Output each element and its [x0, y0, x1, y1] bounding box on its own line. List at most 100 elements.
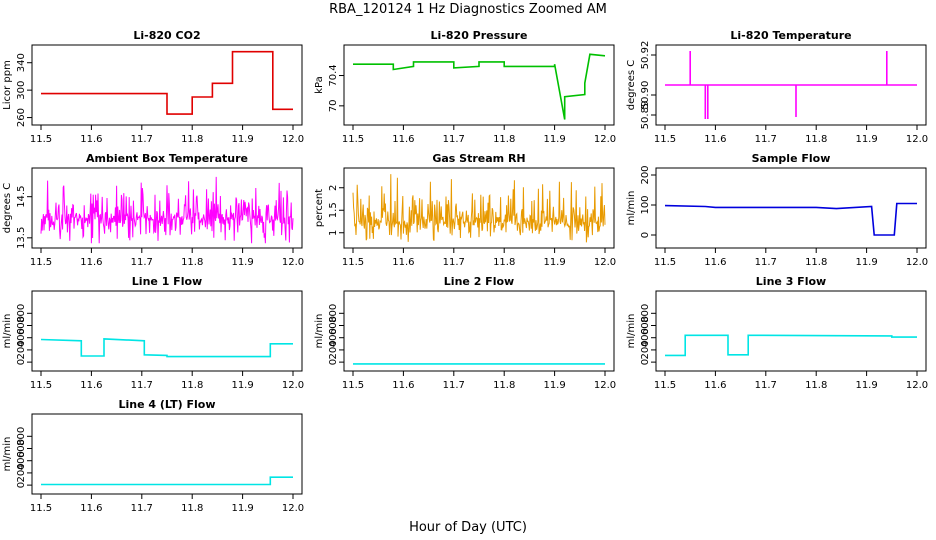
- x-tick-label: 12.0: [282, 257, 304, 268]
- x-tick-label: 11.9: [231, 257, 253, 268]
- panel-title: Line 1 Flow: [132, 275, 202, 288]
- panel-5: Sample Flow ml/min 11.5 11.6 11.7 11.8 11.9 12.…: [626, 152, 928, 268]
- panel-frame: [343, 167, 615, 249]
- panel-frame: [31, 167, 303, 249]
- panel-title: Gas Stream RH: [432, 152, 525, 165]
- x-tick-label: 11.5: [654, 134, 676, 145]
- x-tick-label: 12.0: [282, 134, 304, 145]
- y-tick-label: 400: [16, 328, 27, 347]
- panel-3: Ambient Box Temperature degrees C 11.5 11.6…: [2, 152, 304, 268]
- x-tick-label: 11.8: [181, 503, 203, 514]
- x-tick-label: 12.0: [594, 380, 616, 391]
- y-tick-label: 600: [16, 439, 27, 458]
- y-tick-label: 1.5: [328, 202, 339, 218]
- panel-y-axis-label: ml/min: [2, 437, 13, 472]
- x-tick-label: 11.9: [855, 380, 877, 391]
- y-tick-label: 800: [16, 304, 27, 323]
- panel-frame: [31, 290, 303, 372]
- panel-y-axis-label: Licor ppm: [2, 60, 13, 110]
- panel-y-axis-label: ml/min: [626, 191, 637, 226]
- x-tick-label: 11.6: [80, 134, 102, 145]
- x-tick-label: 11.5: [342, 380, 364, 391]
- panel-frame: [31, 44, 303, 126]
- panel-frame: [31, 413, 303, 495]
- y-tick-label: 340: [16, 53, 27, 72]
- x-tick-label: 11.5: [342, 134, 364, 145]
- x-tick-label: 12.0: [282, 503, 304, 514]
- x-tick-label: 11.9: [543, 257, 565, 268]
- panel-y-axis-label: kPa: [314, 76, 325, 94]
- x-tick-label: 11.7: [755, 257, 777, 268]
- panel-y-axis-label: degrees C: [2, 183, 13, 233]
- panel-6: Line 1 Flow ml/min 11.5 11.6 11.7 11.8 11.9 12.…: [2, 275, 304, 391]
- y-tick-label: 400: [640, 328, 651, 347]
- y-tick-label: 0: [16, 482, 27, 488]
- panel-y-axis-label: percent: [314, 189, 325, 227]
- y-tick-label: 70: [328, 99, 339, 112]
- panel-title: Li-820 Pressure: [431, 29, 528, 42]
- x-tick-label: 11.5: [654, 380, 676, 391]
- x-tick-label: 11.6: [392, 380, 414, 391]
- panel-y-axis-label: degrees C: [626, 60, 637, 110]
- x-tick-label: 11.7: [755, 380, 777, 391]
- x-tick-label: 11.9: [231, 503, 253, 514]
- data-series-line: [664, 202, 917, 236]
- panel-title: Line 4 (LT) Flow: [119, 398, 216, 411]
- y-tick-label: 200: [640, 340, 651, 359]
- y-tick-label: 50.92: [640, 41, 651, 70]
- y-tick-label: 600: [16, 316, 27, 335]
- data-series-line: [41, 50, 293, 115]
- data-series-line: [41, 476, 293, 486]
- x-tick-label: 11.7: [131, 134, 153, 145]
- y-tick-label: 50.89: [640, 101, 651, 130]
- x-tick-label: 11.9: [231, 134, 253, 145]
- panel-8: Line 3 Flow ml/min 11.5 11.6 11.7 11.8 11.9 12.…: [626, 275, 928, 391]
- panel-title: Line 3 Flow: [756, 275, 826, 288]
- y-tick-label: 800: [640, 304, 651, 323]
- x-tick-label: 11.6: [392, 134, 414, 145]
- x-tick-label: 11.7: [443, 257, 465, 268]
- y-tick-label: 70.4: [328, 64, 339, 86]
- x-tick-label: 11.5: [30, 503, 52, 514]
- x-tick-label: 11.9: [855, 134, 877, 145]
- y-tick-label: 13.5: [16, 227, 27, 249]
- y-tick-label: 1: [328, 230, 339, 236]
- panel-0: Li-820 CO2 Licor ppm 11.5 11.6 11.7 11.8 11.9 1…: [2, 29, 304, 145]
- panel-7: Line 2 Flow ml/min 11.5 11.6 11.7 11.8 11.9 12.…: [314, 275, 616, 391]
- panel-y-axis-label: ml/min: [2, 314, 13, 349]
- x-tick-label: 11.5: [30, 257, 52, 268]
- y-tick-label: 0: [640, 359, 651, 365]
- y-tick-label: 2: [328, 185, 339, 191]
- y-tick-label: 0: [640, 232, 651, 238]
- x-tick-label: 11.9: [543, 380, 565, 391]
- x-tick-label: 11.9: [855, 257, 877, 268]
- data-series-line: [665, 334, 917, 357]
- x-tick-label: 11.6: [392, 257, 414, 268]
- y-tick-label: 200: [328, 340, 339, 359]
- y-tick-label: 200: [16, 463, 27, 482]
- y-tick-label: 50.90: [640, 81, 651, 110]
- panel-2: Li-820 Temperature degrees C 11.5 11.6 11.7 1…: [626, 29, 928, 145]
- panel-frame: [655, 167, 927, 249]
- panel-title: Ambient Box Temperature: [86, 152, 248, 165]
- x-tick-label: 11.6: [704, 134, 726, 145]
- x-tick-label: 12.0: [282, 380, 304, 391]
- x-tick-label: 11.8: [181, 257, 203, 268]
- y-tick-label: 800: [16, 427, 27, 446]
- panel-title: Line 2 Flow: [444, 275, 514, 288]
- y-tick-label: 200: [640, 165, 651, 184]
- panel-y-axis-label: ml/min: [626, 314, 637, 349]
- y-tick-label: 0: [16, 359, 27, 365]
- x-tick-label: 11.9: [231, 380, 253, 391]
- x-tick-label: 11.6: [704, 380, 726, 391]
- x-tick-label: 11.7: [131, 380, 153, 391]
- x-tick-label: 11.6: [80, 380, 102, 391]
- x-tick-label: 11.7: [443, 380, 465, 391]
- panel-1: Li-820 Pressure kPa 11.5 11.6 11.7 11.8 11.9 12…: [314, 29, 616, 145]
- figure-title: RBA_120124 1 Hz Diagnostics Zoomed AM: [329, 2, 607, 17]
- x-tick-label: 11.8: [493, 380, 515, 391]
- panel-title: Li-820 CO2: [133, 29, 200, 42]
- x-tick-label: 11.6: [704, 257, 726, 268]
